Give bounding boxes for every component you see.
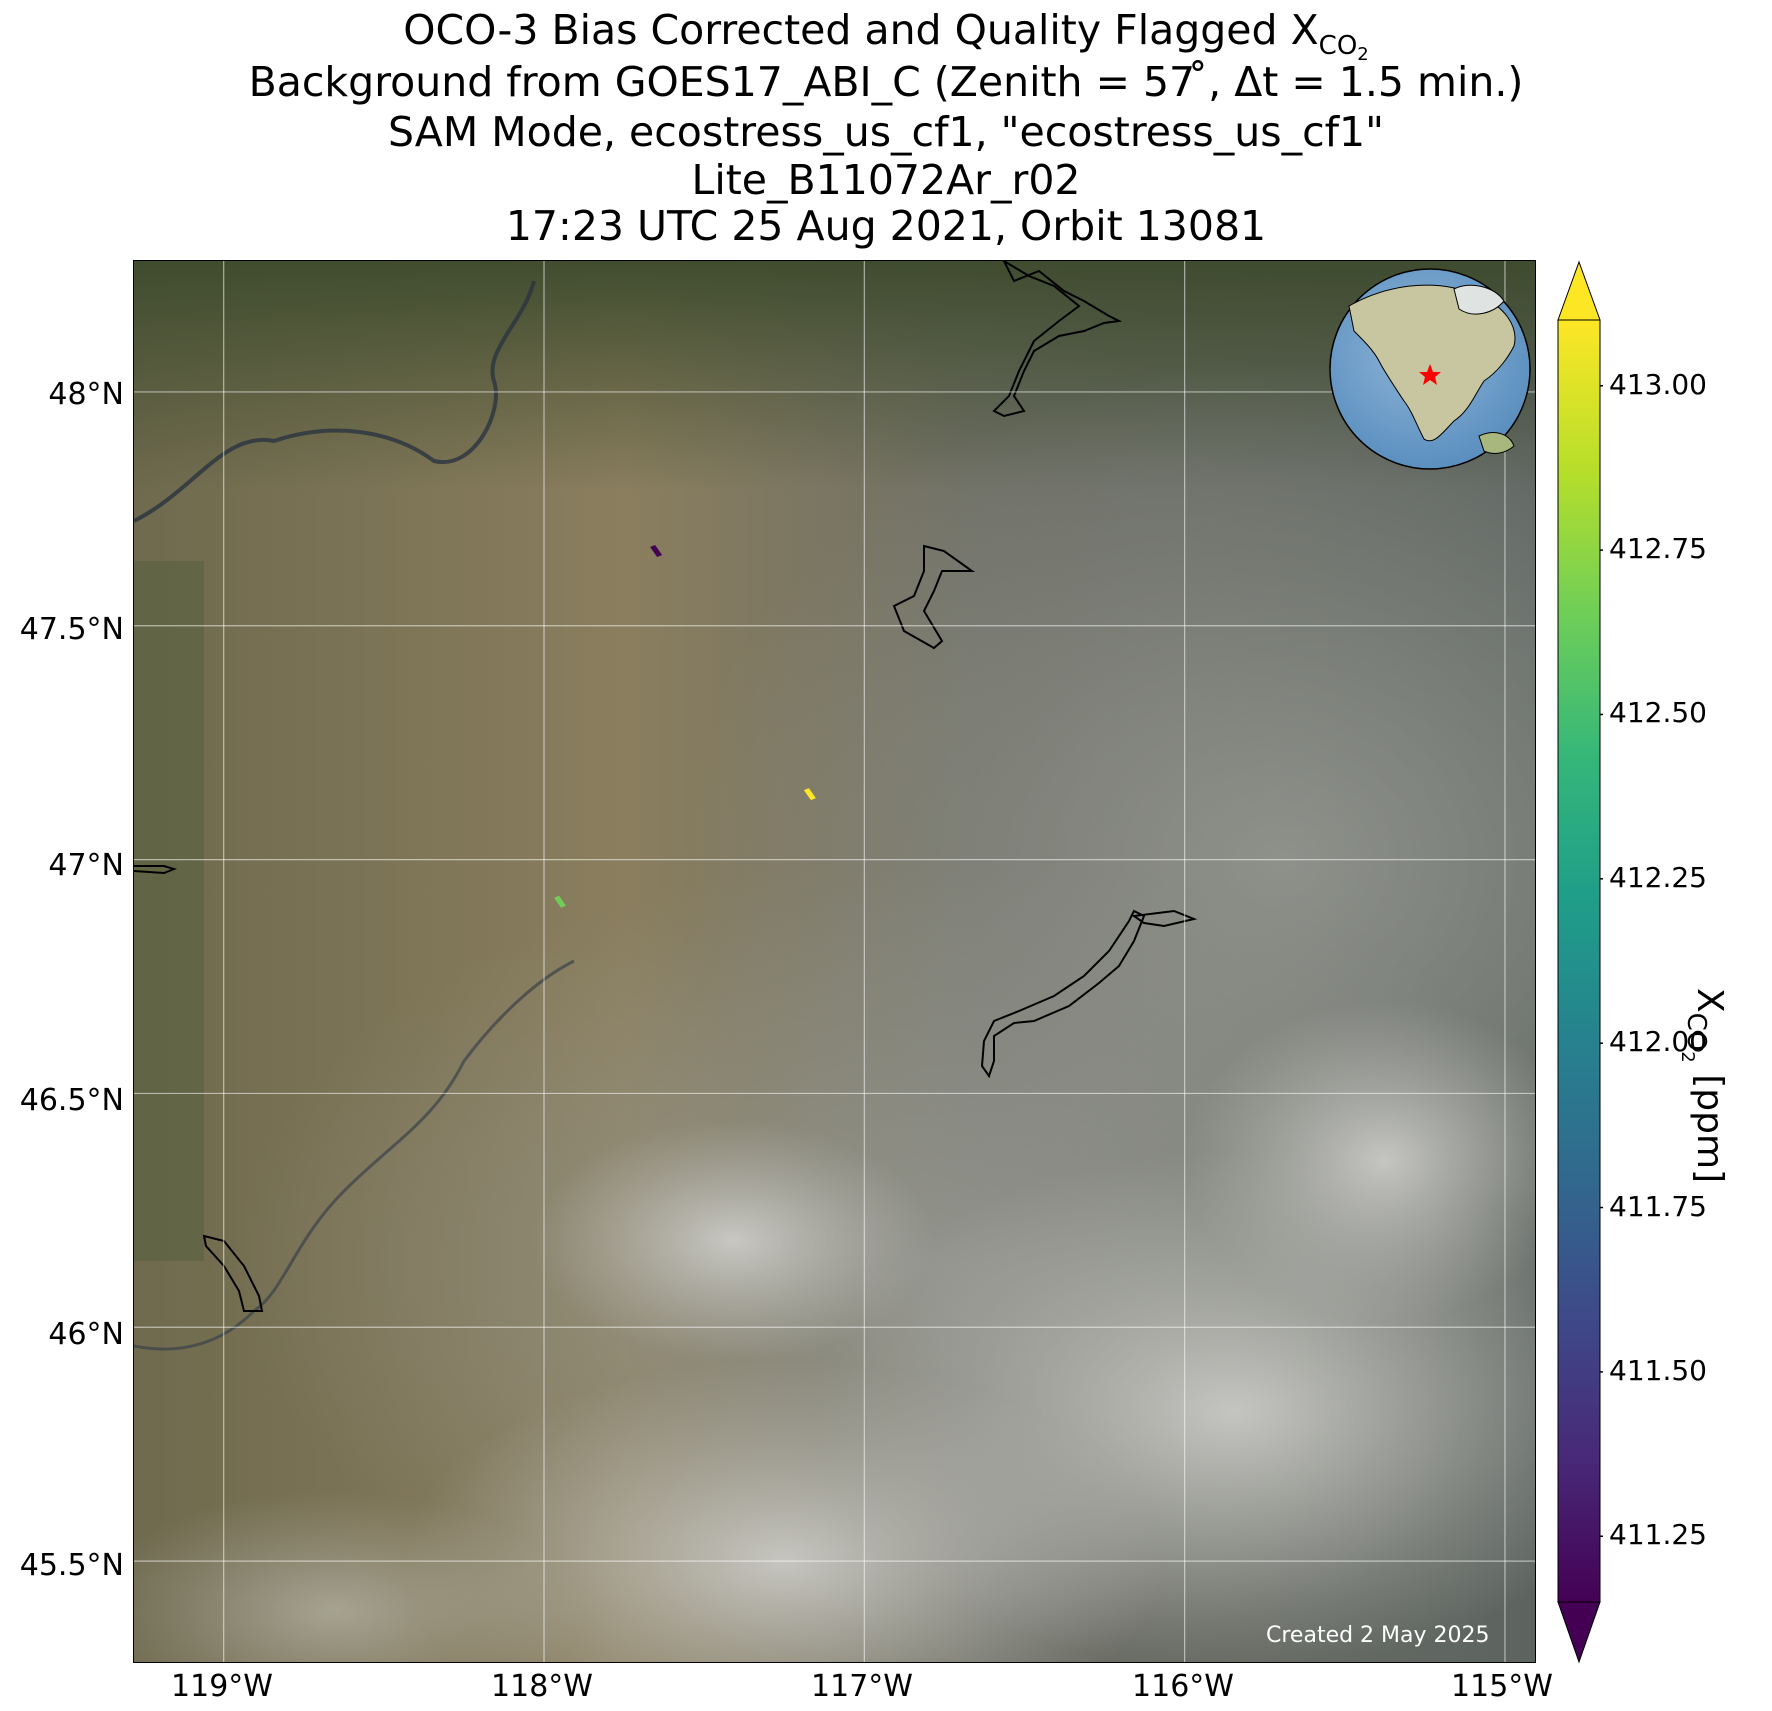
colorbar-tick-label: 412.25: [1609, 860, 1707, 894]
lake-outline: [980, 909, 1198, 1079]
globe-inset: [1329, 268, 1531, 470]
lat-tick-label: 46°N: [48, 1317, 124, 1352]
colorbar-tick-label: 412.50: [1609, 696, 1707, 730]
lake-outline: [134, 865, 178, 875]
river: [134, 280, 536, 523]
lon-tick-label: 115°W: [1451, 1669, 1553, 1704]
satellite-map[interactable]: [134, 261, 1536, 1663]
colorbar-label-suffix: [ppm]: [1689, 1062, 1730, 1184]
colorbar-tick-label: 411.75: [1609, 1189, 1707, 1223]
colorbar-label-prefix: X: [1689, 988, 1730, 1013]
cloud-patch: [1184, 1001, 1535, 1321]
xco2-sounding[interactable]: [803, 788, 816, 801]
colorbar-tick-label: 411.25: [1609, 1518, 1707, 1552]
colorbar-tick-label: 412.00: [1609, 1025, 1707, 1059]
lake-outline: [992, 261, 1123, 418]
colorbar-label-sub: CO2: [1677, 1012, 1711, 1063]
lon-tick-label: 116°W: [1132, 1669, 1234, 1704]
globe-star-marker: [1419, 364, 1441, 385]
colorbar-label-sub-text: CO: [1681, 1012, 1711, 1052]
colorbar: [1557, 260, 1603, 1664]
colorbar-tick-label: 412.75: [1609, 532, 1707, 566]
title-line-4: Lite_B11072Ar_r02: [691, 156, 1081, 204]
cloud-patch: [134, 1491, 584, 1662]
xco2-sounding[interactable]: [650, 544, 663, 557]
title-line-3: SAM Mode, ecostress_us_cf1, "ecostress_u…: [388, 108, 1384, 156]
colorbar-ticks: [1600, 384, 1603, 1538]
colorbar-tick-label: 411.50: [1609, 1353, 1707, 1387]
colorbar-tick-label: 413.00: [1609, 367, 1707, 401]
globe-southamerica: [1478, 432, 1515, 454]
colorbar-gradient: [1557, 319, 1601, 1603]
colorbar-label: XCO2 [ppm]: [1677, 988, 1730, 1184]
globe-greenland: [1453, 284, 1505, 315]
cloud-patch: [404, 1361, 1164, 1662]
forest-left-band: [134, 561, 204, 1261]
lat-tick-label: 47.5°N: [19, 612, 124, 647]
title-line-1: OCO-3 Bias Corrected and Quality Flagged…: [0, 6, 1772, 64]
lake-outline: [202, 1234, 264, 1312]
lat-tick-label: 46.5°N: [19, 1083, 124, 1118]
title-text: OCO-3 Bias Corrected and Quality Flagged…: [403, 6, 1319, 54]
lat-tick-label: 48°N: [48, 377, 124, 412]
title-sub: CO2: [1318, 31, 1369, 64]
lake-outline: [892, 544, 976, 650]
colorbar-extend-bottom: [1557, 1601, 1601, 1664]
map-panel[interactable]: Created 2 May 2025: [133, 260, 1536, 1663]
title-sub-text: CO: [1318, 31, 1358, 61]
xco2-sounding[interactable]: [554, 895, 567, 908]
cloud-patch: [534, 1121, 934, 1361]
lon-tick-label: 117°W: [811, 1669, 913, 1704]
lon-tick-label: 119°W: [171, 1669, 273, 1704]
title-line-5: 17:23 UTC 25 Aug 2021, Orbit 13081: [505, 202, 1267, 250]
title-line-2: Background from GOES17_ABI_C (Zenith = 5…: [248, 58, 1524, 106]
lat-tick-label: 47°N: [48, 848, 124, 883]
gridlines: [134, 261, 1535, 1662]
created-date-label: Created 2 May 2025: [1266, 1623, 1490, 1648]
lon-tick-label: 118°W: [491, 1669, 593, 1704]
colorbar-label-subsub-text: 2: [1677, 1051, 1698, 1063]
title-subsub-text: 2: [1357, 44, 1369, 65]
colorbar-extend-top: [1557, 260, 1601, 321]
xco2-soundings: [554, 544, 816, 908]
lat-tick-label: 45.5°N: [19, 1548, 124, 1583]
river: [134, 959, 575, 1351]
